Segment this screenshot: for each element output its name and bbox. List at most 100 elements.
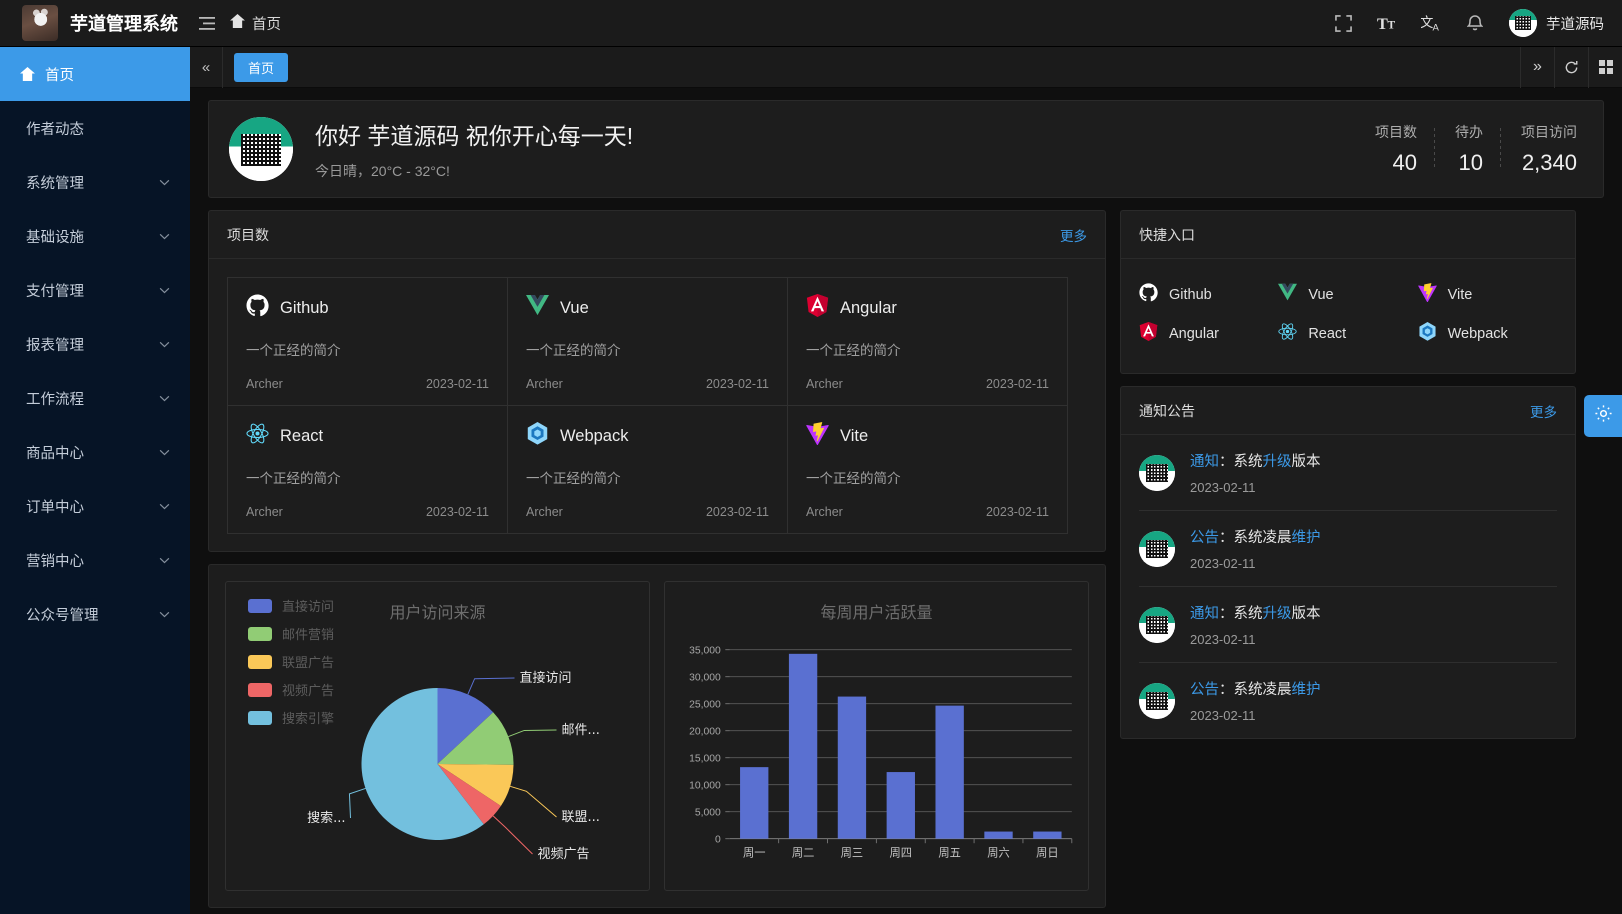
stat-value: 2,340 bbox=[1521, 150, 1577, 175]
project-card-head: Angular bbox=[806, 294, 1049, 322]
sidebar-item-9[interactable]: 营销中心 bbox=[0, 533, 190, 587]
tab-list: 首页 bbox=[223, 52, 1520, 82]
tab-home[interactable]: 首页 bbox=[234, 52, 289, 82]
project-name: Vue bbox=[560, 298, 589, 317]
user-menu[interactable]: 芋道源码 bbox=[1509, 9, 1604, 37]
hamburger-icon[interactable] bbox=[190, 0, 224, 47]
notice-item[interactable]: 通知：系统升级版本 2023-02-11 bbox=[1139, 587, 1557, 663]
quick-entry-item[interactable]: Vue bbox=[1278, 275, 1417, 314]
angular-icon bbox=[1139, 322, 1158, 345]
pie-chart-legend[interactable]: 直接访问 邮件营销 联盟广告 视频广告 搜索引擎 bbox=[248, 596, 334, 736]
chevron-down-icon bbox=[159, 498, 170, 514]
grid-icon[interactable] bbox=[1588, 46, 1622, 88]
sidebar-item-0[interactable]: 首页 bbox=[0, 47, 190, 101]
project-date: 2023-02-11 bbox=[985, 377, 1049, 391]
projects-more-link[interactable]: 更多 bbox=[1060, 228, 1087, 244]
notice-date: 2023-02-11 bbox=[1190, 480, 1256, 495]
svg-text:周四: 周四 bbox=[890, 847, 913, 860]
vue-icon bbox=[526, 294, 549, 322]
notice-date: 2023-02-11 bbox=[1190, 708, 1256, 723]
pie-legend-item[interactable]: 邮件营销 bbox=[248, 624, 334, 643]
projects-panel-title: 项目数 bbox=[227, 226, 269, 243]
svg-text:T: T bbox=[1377, 15, 1388, 32]
pie-legend-item[interactable]: 搜索引擎 bbox=[248, 708, 334, 727]
bar-chart[interactable]: 每周用户活跃量 0 5,000 10,000 15,000 20,000 25,000 30… bbox=[664, 581, 1089, 891]
svg-text:25,000: 25,000 bbox=[689, 699, 721, 710]
notice-item[interactable]: 通知：系统升级版本 2023-02-11 bbox=[1139, 435, 1557, 511]
quick-entry-label: Webpack bbox=[1447, 325, 1508, 342]
quick-entry-label: React bbox=[1308, 325, 1347, 342]
quick-entry-panel: 快捷入口 Github Vue Vite Angular React Webpa… bbox=[1120, 210, 1576, 374]
quick-entry-label: Vue bbox=[1308, 286, 1334, 303]
svg-text:周日: 周日 bbox=[1036, 847, 1059, 860]
legend-swatch bbox=[248, 654, 272, 669]
notices-panel: 通知公告 更多 通知：系统升级版本 2023-02-11 公告：系统凌晨维护 2… bbox=[1120, 386, 1576, 739]
svg-text:搜索...: 搜索... bbox=[307, 811, 345, 826]
project-card[interactable]: Github 一个正经的简介 Archer 2023-02-11 bbox=[227, 277, 508, 406]
svg-text:周二: 周二 bbox=[792, 847, 815, 860]
sidebar-item-5[interactable]: 报表管理 bbox=[0, 317, 190, 371]
pie-legend-item[interactable]: 直接访问 bbox=[248, 596, 334, 615]
project-footer: Archer 2023-02-11 bbox=[526, 377, 769, 391]
notice-item[interactable]: 公告：系统凌晨维护 2023-02-11 bbox=[1139, 663, 1557, 738]
bell-icon[interactable] bbox=[1455, 0, 1495, 47]
project-author: Archer bbox=[526, 505, 563, 519]
fullscreen-icon[interactable] bbox=[1323, 0, 1363, 47]
sidebar-item-6[interactable]: 工作流程 bbox=[0, 371, 190, 425]
main-content: 你好 芋道源码 祝你开心每一天! 今日晴，20°C - 32°C! 项目数 40… bbox=[190, 88, 1622, 914]
chevron-double-right-icon[interactable]: » bbox=[1520, 46, 1554, 88]
project-name: Vite bbox=[840, 426, 869, 445]
sidebar-item-10[interactable]: 公众号管理 bbox=[0, 587, 190, 641]
refresh-icon[interactable] bbox=[1554, 46, 1588, 88]
breadcrumb-home[interactable]: 首页 bbox=[224, 0, 291, 47]
project-card[interactable]: Vue 一个正经的简介 Archer 2023-02-11 bbox=[507, 277, 788, 406]
greeting-text: 你好 芋道源码 祝你开心每一天! bbox=[315, 123, 634, 149]
project-author: Archer bbox=[246, 377, 283, 391]
project-footer: Archer 2023-02-11 bbox=[806, 377, 1049, 391]
translate-icon[interactable]: 文 A bbox=[1411, 0, 1451, 47]
font-size-icon[interactable]: T T bbox=[1367, 0, 1407, 47]
sidebar-item-3[interactable]: 基础设施 bbox=[0, 209, 190, 263]
pie-legend-item[interactable]: 视频广告 bbox=[248, 680, 334, 699]
quick-entry-item[interactable]: Github bbox=[1139, 275, 1278, 314]
sidebar-item-4[interactable]: 支付管理 bbox=[0, 263, 190, 317]
quick-entry-item[interactable]: Vite bbox=[1417, 275, 1557, 314]
sidebar-item-8[interactable]: 订单中心 bbox=[0, 479, 190, 533]
home-icon bbox=[230, 14, 245, 32]
project-card[interactable]: Angular 一个正经的简介 Archer 2023-02-11 bbox=[787, 277, 1068, 406]
notices-header: 通知公告 更多 bbox=[1121, 387, 1575, 435]
sidebar-item-1[interactable]: 作者动态 bbox=[0, 101, 190, 155]
vite-icon bbox=[1417, 283, 1437, 306]
stat-1: 待办 10 bbox=[1417, 122, 1483, 176]
sidebar-item-label: 订单中心 bbox=[26, 499, 84, 516]
bar-chart-title: 每周用户活跃量 bbox=[820, 605, 933, 622]
svg-text:周三: 周三 bbox=[841, 847, 864, 860]
chevron-double-left-icon[interactable]: « bbox=[190, 46, 223, 88]
quick-entry-item[interactable]: Angular bbox=[1139, 314, 1278, 353]
top-header: 芋道管理系统 首页 T T bbox=[0, 0, 1622, 47]
notice-avatar bbox=[1139, 682, 1175, 719]
project-author: Archer bbox=[526, 377, 563, 391]
notice-body: 通知：系统升级版本 2023-02-11 bbox=[1190, 602, 1321, 647]
notice-item[interactable]: 公告：系统凌晨维护 2023-02-11 bbox=[1139, 511, 1557, 587]
stat-0: 项目数 40 bbox=[1337, 122, 1417, 176]
chevron-down-icon bbox=[159, 390, 170, 406]
sidebar-item-7[interactable]: 商品中心 bbox=[0, 425, 190, 479]
notice-date: 2023-02-11 bbox=[1190, 556, 1256, 571]
pie-chart[interactable]: 用户访问来源 直接访问 邮件营销 联盟广告 视频广告 搜索引擎 直接访问 邮件..… bbox=[225, 581, 650, 891]
quick-entry-item[interactable]: React bbox=[1278, 314, 1417, 353]
user-name: 芋道源码 bbox=[1546, 16, 1604, 33]
pie-legend-item[interactable]: 联盟广告 bbox=[248, 652, 334, 671]
brand[interactable]: 芋道管理系统 bbox=[0, 5, 190, 41]
quick-entry-item[interactable]: Webpack bbox=[1418, 314, 1557, 353]
project-desc: 一个正经的简介 bbox=[246, 471, 341, 486]
header-actions: T T 文 A 芋道源码 bbox=[1323, 0, 1622, 47]
legend-swatch bbox=[248, 710, 272, 725]
project-card[interactable]: Vite 一个正经的简介 Archer 2023-02-11 bbox=[787, 405, 1068, 534]
svg-text:35,000: 35,000 bbox=[689, 645, 721, 656]
settings-drawer-button[interactable] bbox=[1584, 395, 1622, 437]
project-card[interactable]: Webpack 一个正经的简介 Archer 2023-02-11 bbox=[507, 405, 788, 534]
sidebar-item-2[interactable]: 系统管理 bbox=[0, 155, 190, 209]
notices-more-link[interactable]: 更多 bbox=[1530, 404, 1557, 420]
project-card[interactable]: React 一个正经的简介 Archer 2023-02-11 bbox=[227, 405, 508, 534]
